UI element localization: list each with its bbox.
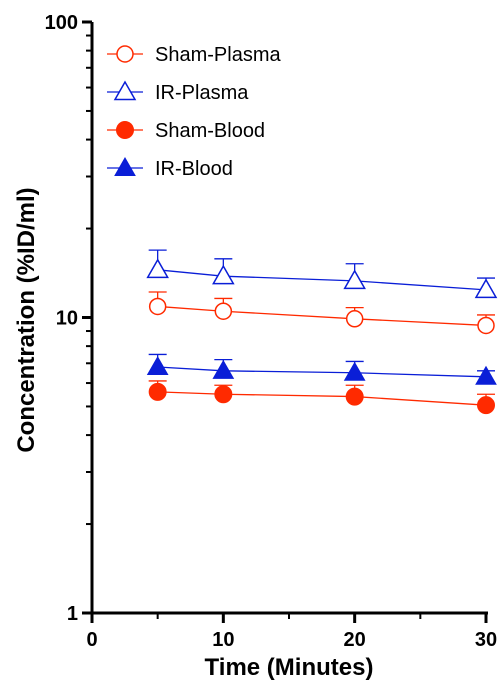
data-point [212, 264, 235, 285]
legend-label: Sham-Blood [155, 120, 265, 142]
data-point [148, 297, 167, 316]
legend-marker [116, 45, 134, 63]
legend-item: IR-Plasma [107, 80, 249, 104]
data-point [477, 316, 495, 335]
legend-label: Sham-Plasma [155, 44, 281, 66]
data-point [146, 355, 169, 375]
data-point [214, 302, 233, 320]
x-tick-label: 0 [86, 629, 97, 651]
series-sham-plasma [148, 291, 495, 335]
y-tick-label: 1 [67, 603, 78, 625]
series-line [157, 305, 487, 327]
series-sham-blood [148, 380, 495, 415]
data-point [345, 387, 364, 406]
legend-item: IR-Blood [107, 156, 233, 180]
x-tick-label: 10 [212, 629, 234, 651]
legend-marker [113, 80, 137, 101]
series-layer [146, 249, 498, 415]
ticks: 0 10 20 30 1 10 100 [45, 12, 498, 651]
y-tick-label: 100 [45, 12, 78, 34]
x-tick-label: 30 [475, 629, 497, 651]
data-point [343, 269, 366, 290]
legend-label: IR-Plasma [155, 82, 249, 104]
legend: Sham-Plasma IR-Plasma Sham-Blood IR-Blood [107, 44, 281, 180]
y-axis-title: Concentration (%ID/ml) [13, 187, 40, 452]
legend-marker [116, 121, 134, 139]
series-line [157, 366, 487, 378]
legend-label: IR-Blood [155, 158, 233, 180]
legend-marker [114, 156, 136, 176]
data-point [148, 382, 167, 401]
x-tick-label: 20 [344, 629, 366, 651]
data-point [146, 258, 169, 279]
data-point [212, 359, 235, 379]
series-line [157, 391, 487, 406]
x-axis-title: Time (Minutes) [205, 654, 374, 681]
data-point [343, 361, 366, 381]
data-point [345, 310, 364, 328]
data-point [474, 278, 498, 299]
series-ir-blood [146, 353, 497, 385]
y-tick-label: 10 [56, 308, 78, 330]
series-ir-plasma [146, 249, 498, 299]
data-point [477, 396, 495, 415]
series-line [157, 269, 487, 291]
legend-item: Sham-Blood [107, 120, 265, 142]
data-point [214, 385, 233, 404]
legend-item: Sham-Plasma [107, 44, 281, 66]
data-point [475, 365, 497, 385]
